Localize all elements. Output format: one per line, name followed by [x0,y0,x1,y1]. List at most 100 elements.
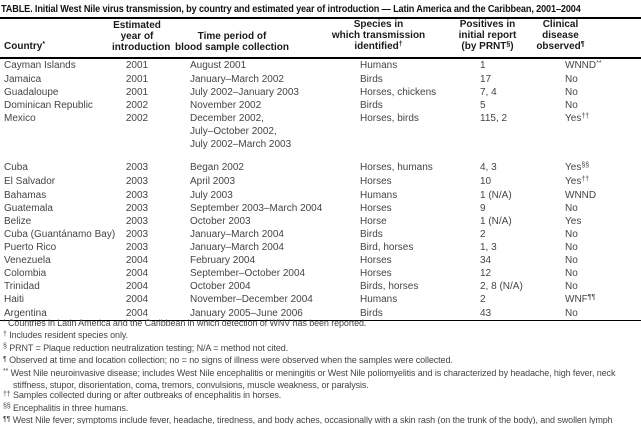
cell-country: Venezuela [4,254,51,266]
cell-species: Horses, birds [360,112,419,124]
cell-year: 2002 [125,112,149,124]
cell-species: Horse [360,215,387,227]
cell-positives: 12 [480,267,492,279]
cell-species: Horses [360,202,392,214]
footnote-marker: † [3,330,7,338]
footnote: * Countries in Latin America and the Car… [3,318,367,328]
cell-country: Haiti [4,293,25,305]
cell-period: January–March 2002 [190,73,284,85]
cell-clinical: WNND [565,189,597,201]
cell-year: 2002 [125,99,149,111]
cell-clinical: No [565,307,578,319]
cell-period: July 2002–January 2003 [190,86,299,98]
cell-clinical: No [565,254,578,266]
cell-period: April 2003 [190,175,236,187]
cell-country: Jamaica [4,73,42,85]
cell-species: Bird, horses [360,241,414,253]
cell-clinical: Yes†† [565,112,590,124]
table-row: Cuba 2003 Began 2002 Horses, humans 4, 3 Yes§… [0,161,641,175]
footnote: §§ Encephalitis in three humans. [3,402,129,413]
cell-country: Bahamas [4,189,47,201]
cell-period: January–March 2004 [190,241,284,253]
cell-positives: 4, 3 [480,161,497,173]
cell-period: July 2003 [190,189,233,201]
cell-positives: 1, 3 [480,241,497,253]
table-row: Cayman Islands 2001 August 2001 Humans 1 WNND… [0,58,641,73]
cell-period: January–March 2004 [190,228,284,240]
footnote-marker: ¶ [3,355,7,363]
cell-species: Birds [360,73,383,85]
table-body: Cayman Islands 2001 August 2001 Humans 1 WNND… [0,58,641,321]
cell-country: Argentina [4,307,47,319]
column-header-clinical: Clinical disease observed¶ [536,19,585,53]
cell-country: Trinidad [4,280,40,292]
cell-species: Horses, chickens [360,86,437,98]
cell-positives: 10 [480,175,492,187]
cell-period: Began 2002 [190,161,244,173]
cell-period: October 2004 [190,280,251,292]
superscript-marker: § [506,41,511,49]
column-header-country: Country* [4,41,46,53]
cell-country: Cayman Islands [4,59,76,71]
cell-period: October 2003 [190,215,251,227]
cell-year: 2004 [125,293,149,305]
title-rule [0,17,641,19]
table-row: Belize 2003 October 2003 Horse 1 (N/A) Yes [0,215,641,228]
cell-species: Birds [360,307,383,319]
cell-period: September 2003–March 2004 [190,202,323,214]
cell-positives: 34 [480,254,492,266]
cell-clinical: No [565,267,578,279]
row-spacer [0,151,641,161]
cell-country: Guadaloupe [4,86,59,98]
cell-year: 2004 [125,280,149,292]
cell-year: 2003 [125,241,149,253]
footnote: †† Samples collected during or after out… [3,390,282,401]
row-spacer-cell [0,151,641,161]
cell-year: 2003 [125,215,149,227]
column-header-positives: Positives in initial report (by PRNT§) [458,19,517,53]
cell-clinical: WNF¶¶ [565,293,596,305]
footnote-marker: § [3,343,7,351]
cell-species: Horses [360,254,392,266]
cell-clinical: No [565,86,578,98]
cell-positives: 2 [480,228,486,240]
cell-positives: 1 [480,59,486,71]
footnote-marker: §§ [3,403,11,411]
cell-species: Horses, humans [360,161,433,173]
table-row: Guatemala 2003 September 2003–March 2004 Ho… [0,202,641,215]
cell-country: Mexico [4,112,36,124]
cell-clinical: No [565,99,578,111]
table-row: Guadaloupe 2001 July 2002–January 2003 Hors… [0,86,641,99]
table-row: Trinidad 2004 October 2004 Birds, horses 2, … [0,280,641,293]
cell-period: December 2002, July–October 2002, July 200… [190,112,292,150]
cell-species: Birds [360,228,383,240]
header-row: Country* Estimated year of introduction Time… [0,19,641,58]
footnote: ¶ Observed at time and location collecti… [3,355,453,366]
cell-period: February 2004 [190,254,256,266]
cell-country: Puerto Rico [4,241,57,253]
cell-positives: 9 [480,202,486,214]
column-header-period: Time period of blood sample collection [175,31,289,54]
footnote: § PRNT = Plaque reduction neutralization… [3,342,289,353]
table-title: TABLE. Initial West Nile virus transmiss… [1,3,581,15]
cell-year: 2003 [125,228,149,240]
cell-period: August 2001 [190,59,247,71]
cell-species: Humans [360,189,398,201]
superscript-marker: † [398,41,403,49]
superscript-marker: ¶ [580,41,585,49]
cell-clinical: No [565,73,578,85]
cell-species: Humans [360,59,398,71]
superscript-marker: * [42,41,46,49]
column-header-species: Species in which transmission identified† [331,19,426,53]
cell-year: 2004 [125,307,149,319]
cell-species: Horses [360,175,392,187]
superscript-marker: §§ [581,161,590,169]
cell-positives: 1 (N/A) [480,189,512,201]
cell-year: 2003 [125,175,149,187]
table-row: Argentina 2004 January 2005–June 2006 Birds… [0,307,641,321]
cell-species: Birds, horses [360,280,419,292]
cell-country: Belize [4,215,32,227]
cell-country: Dominican Republic [4,99,93,111]
cell-year: 2001 [125,86,149,98]
cell-positives: 43 [480,307,492,319]
